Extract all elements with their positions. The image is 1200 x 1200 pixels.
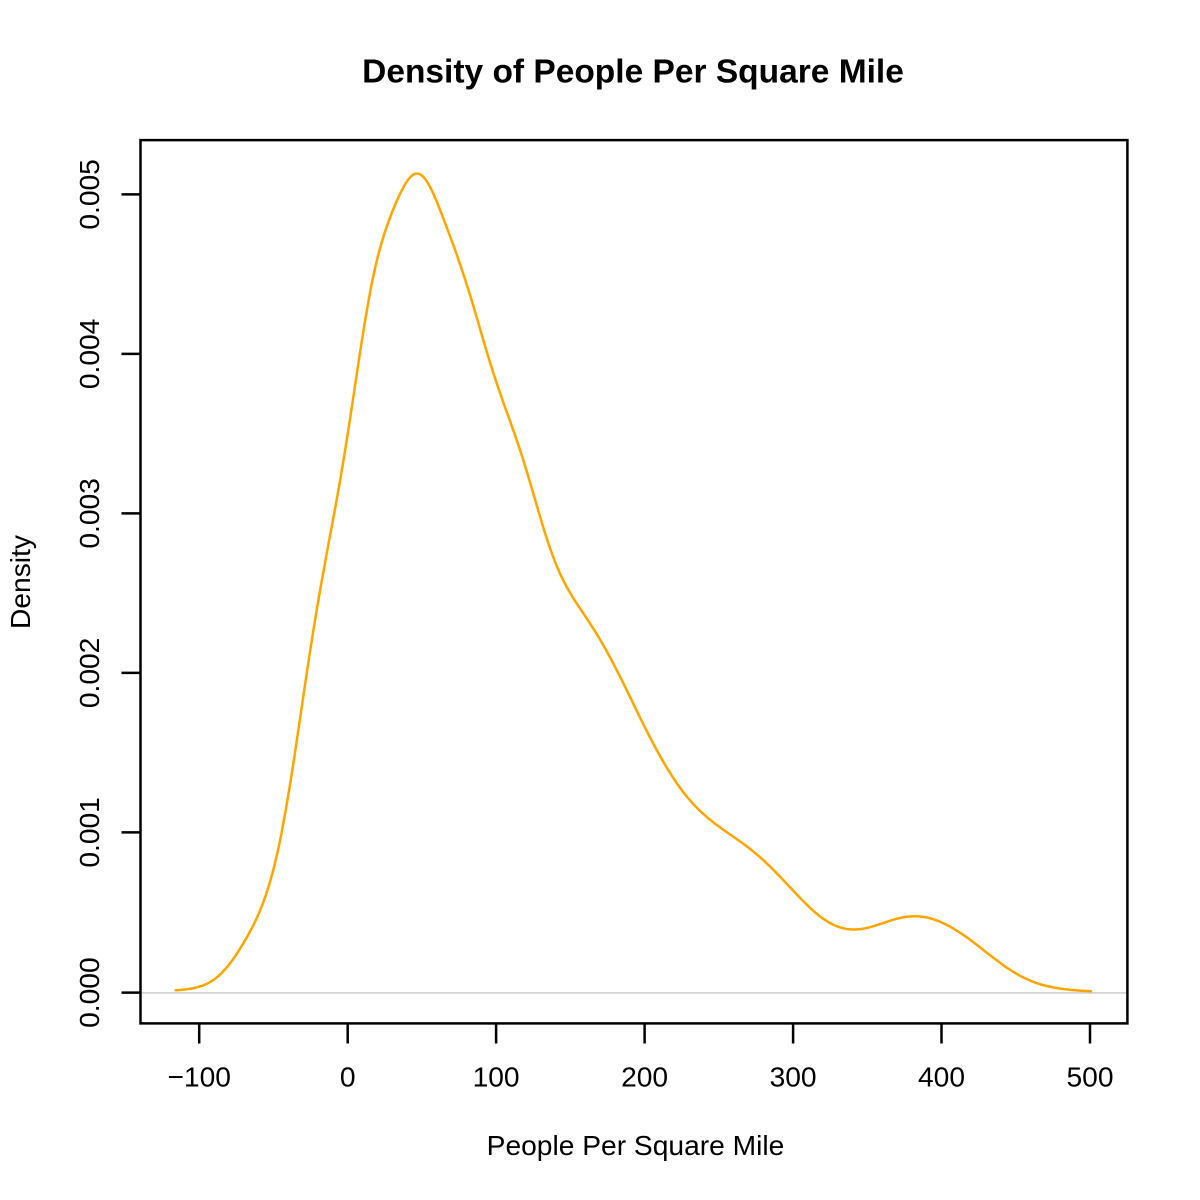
svg-text:500: 500 [1066,1061,1113,1093]
svg-text:200: 200 [621,1061,668,1093]
svg-text:300: 300 [770,1061,817,1093]
svg-text:400: 400 [918,1061,965,1093]
svg-text:−100: −100 [167,1061,231,1093]
svg-text:0.005: 0.005 [73,159,105,230]
svg-text:0: 0 [340,1061,356,1093]
svg-text:0.001: 0.001 [73,797,105,868]
svg-text:Density: Density [4,534,36,629]
svg-text:People Per Square Mile: People Per Square Mile [487,1129,785,1161]
svg-text:Density of People Per Square M: Density of People Per Square Mile [362,53,904,90]
svg-text:100: 100 [473,1061,520,1093]
svg-text:0.004: 0.004 [73,319,105,390]
svg-text:0.002: 0.002 [73,638,105,709]
svg-text:0.003: 0.003 [73,478,105,549]
svg-text:0.000: 0.000 [73,957,105,1028]
